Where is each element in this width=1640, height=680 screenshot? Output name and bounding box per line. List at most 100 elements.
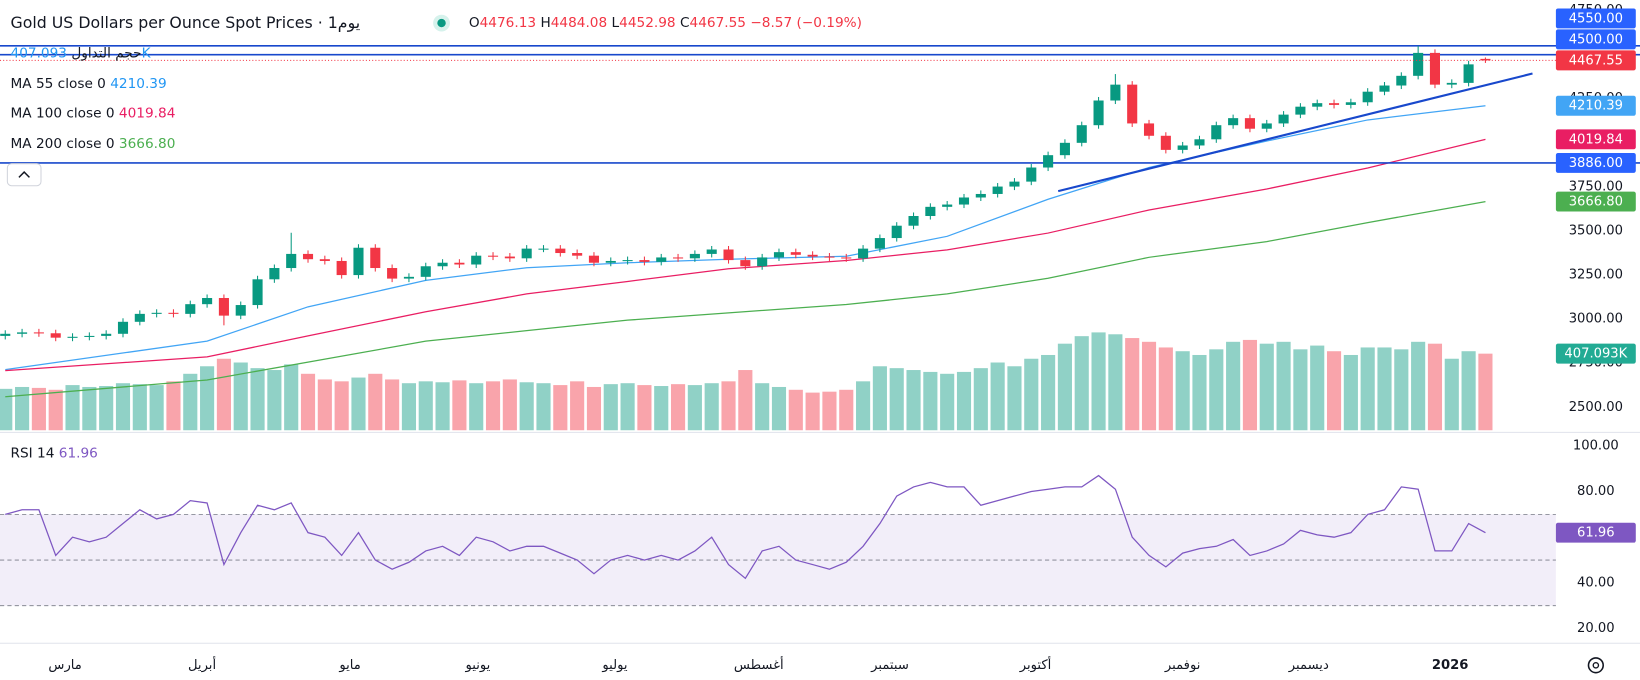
volume-bar (99, 386, 114, 431)
candle-body (487, 255, 499, 257)
candle-body (1244, 118, 1255, 129)
candle-body (975, 193, 986, 198)
volume-bar (1192, 354, 1207, 431)
volume-bar (15, 386, 30, 431)
ohlc-value: 4476.13 (480, 15, 536, 31)
volume-bar (923, 371, 938, 431)
candle-body (992, 186, 1003, 194)
candle-body (689, 253, 700, 259)
volume-bar (536, 383, 551, 431)
volume-bar (1242, 339, 1258, 431)
candle-body (336, 260, 347, 276)
settings-button[interactable] (1587, 657, 1604, 674)
volume-bar (200, 366, 215, 431)
rsi-legend: RSI 14 61.96 (11, 445, 98, 461)
candle-body (807, 254, 818, 257)
price-badge-label: 4467.55 (1569, 53, 1623, 68)
x-tick-label: أكتوبر (1019, 656, 1052, 673)
volume-bar (183, 373, 198, 431)
candle-body (757, 257, 768, 267)
legend: Gold US Dollars per Ounce Spot Prices · … (6, 8, 1636, 674)
ma-legend: MA 100 close 0 4019.84 (11, 105, 176, 121)
candle-body (588, 255, 600, 263)
price-badge (1555, 50, 1636, 71)
candle-body (1379, 85, 1390, 92)
candle-body (471, 255, 482, 265)
volume-bar (721, 381, 736, 431)
panes (0, 431, 1640, 644)
ma-line (5, 138, 1486, 372)
volume-bar (973, 368, 988, 431)
volume-bar (805, 392, 820, 431)
volume-bar (586, 386, 602, 431)
price-badge (1555, 343, 1636, 364)
candle-body (319, 259, 330, 261)
collapse-box[interactable] (6, 163, 42, 187)
volume-bar (469, 383, 484, 431)
separator: · (313, 13, 328, 32)
candle-body (891, 225, 902, 239)
volume-bar (418, 381, 433, 431)
volume-bar (435, 382, 450, 431)
candle-body (521, 248, 532, 259)
ma-value: 4019.84 (119, 105, 175, 121)
x-tick-label: مايو (338, 658, 360, 673)
candle-body (1328, 103, 1340, 105)
candle-body (538, 248, 549, 250)
ohlc-value: 4467.55 (690, 15, 746, 31)
volume-bar (637, 385, 652, 431)
volume-bar (1444, 358, 1459, 431)
candle-body (235, 305, 246, 316)
ohlc-row: O4476.13 H4484.08 L4452.98 C4467.55 −8.5… (469, 15, 862, 31)
rsi-value: 61.96 (59, 445, 98, 461)
volume-bar (1310, 345, 1325, 431)
candle-body (1261, 123, 1272, 129)
x-tick-label: يونيو (464, 658, 490, 673)
x-tick-label: ديسمبر (1288, 658, 1329, 673)
ma-value: 3666.80 (119, 136, 175, 152)
volume-bar (771, 386, 787, 431)
candle-body (454, 262, 465, 265)
volume-bar (1478, 353, 1493, 431)
price-badge-label: 407.093K (1564, 347, 1627, 362)
volume-bar (82, 386, 97, 431)
y-tick-label: 3000.00 (1569, 312, 1623, 327)
candle-body (925, 206, 936, 217)
volume-bar (1141, 341, 1157, 431)
candle-body (218, 297, 229, 316)
y-tick-label: 3250.00 (1569, 268, 1623, 283)
ma-legend: MA 55 close 0 4210.39 (11, 76, 167, 92)
candle-body (1026, 167, 1037, 182)
price-badge (1555, 152, 1636, 173)
ohlc-value: 4484.08 (551, 15, 607, 31)
volume-bar (368, 373, 383, 431)
gear-hub (1592, 662, 1600, 669)
candle-body (1160, 135, 1171, 150)
candle-body (1463, 64, 1474, 83)
ohlc-prefix: O (469, 15, 480, 31)
title-row: Gold US Dollars per Ounce Spot Prices · … (11, 13, 361, 33)
volume-bar (1259, 343, 1274, 431)
volume-bar (485, 381, 501, 431)
volume-bar (334, 381, 349, 431)
candle-body (908, 216, 919, 226)
collapse-button[interactable] (6, 163, 42, 187)
volume-bar (31, 387, 46, 431)
volume-bar (1226, 341, 1241, 431)
change: −8.57 (−0.19%) (750, 15, 862, 31)
gear[interactable] (1587, 657, 1604, 674)
price-badge-label: 3666.80 (1569, 195, 1623, 210)
candle-body (1143, 123, 1155, 136)
price-badge (1555, 95, 1636, 116)
ohlc-value: 4452.98 (619, 15, 675, 31)
volume-bar (1411, 341, 1426, 431)
volume-bar (654, 386, 669, 431)
candle-body (1127, 84, 1138, 124)
x-tick-label: نوفمبر (1164, 658, 1201, 673)
volume-bar (317, 379, 332, 431)
ma-legend: MA 200 close 0 3666.80 (11, 136, 176, 152)
y-tick-label: 3500.00 (1569, 224, 1623, 239)
candle-body (151, 312, 162, 314)
volume-bar (704, 383, 719, 431)
x-tick-label: مارس (48, 658, 81, 673)
